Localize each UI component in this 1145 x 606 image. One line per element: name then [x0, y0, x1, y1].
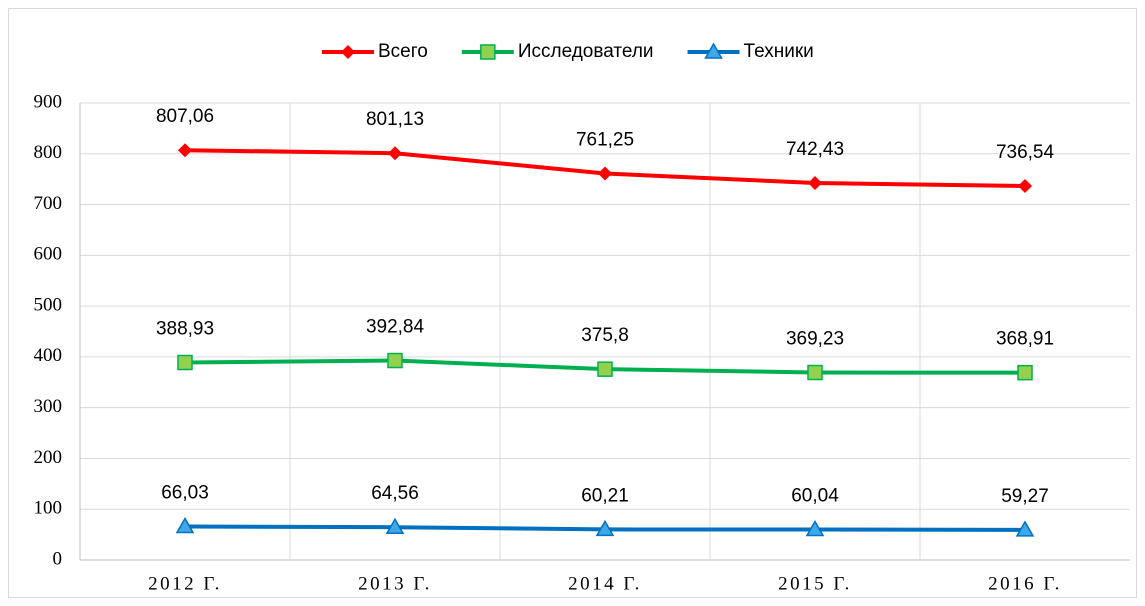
marker — [1017, 364, 1033, 381]
marker — [480, 44, 496, 60]
legend-label: Всего — [378, 41, 428, 62]
y-tick-label: 900 — [34, 91, 63, 112]
x-tick-label: 2014 Г. — [568, 573, 642, 594]
marker — [595, 519, 615, 537]
data-label: 388,93 — [156, 319, 214, 340]
x-tick-label: 2016 Г. — [988, 573, 1062, 594]
data-label: 375,8 — [581, 325, 629, 346]
x-tick-label: 2012 Г. — [148, 573, 222, 594]
legend-label: Исследователи — [518, 41, 654, 62]
legend-label: Техники — [744, 41, 814, 62]
y-tick-label: 300 — [34, 396, 63, 417]
marker — [597, 361, 613, 377]
marker — [341, 45, 355, 59]
marker — [178, 143, 192, 158]
marker — [175, 516, 195, 534]
marker — [388, 146, 402, 161]
x-tick-label: 2013 Г. — [358, 573, 432, 594]
marker — [808, 176, 822, 191]
y-tick-label: 500 — [34, 294, 63, 315]
data-label: 368,91 — [996, 329, 1054, 350]
data-label: 736,54 — [996, 142, 1055, 163]
data-label: 369,23 — [786, 329, 844, 350]
marker — [387, 352, 403, 369]
y-tick-label: 100 — [34, 498, 63, 519]
data-label: 59,27 — [1001, 486, 1049, 507]
y-tick-label: 0 — [53, 548, 63, 569]
marker — [704, 42, 723, 59]
data-label: 60,04 — [791, 486, 839, 507]
chart-border — [8, 8, 1137, 598]
y-tick-label: 200 — [34, 447, 63, 468]
data-label: 807,06 — [156, 106, 214, 127]
data-label: 64,56 — [371, 483, 419, 504]
data-label: 742,43 — [786, 139, 844, 160]
data-label: 60,21 — [581, 485, 629, 506]
marker — [177, 354, 193, 371]
y-tick-label: 400 — [34, 345, 63, 366]
data-label: 801,13 — [366, 109, 424, 130]
marker — [807, 364, 823, 381]
data-label: 761,25 — [576, 129, 634, 150]
marker — [598, 166, 612, 181]
marker — [385, 517, 405, 534]
data-label: 66,03 — [161, 482, 209, 503]
legend: Всего Исследователи Техники — [322, 41, 814, 62]
data-label: 392,84 — [366, 317, 425, 338]
x-tick-label: 2015 Г. — [778, 573, 852, 594]
y-tick-label: 700 — [34, 193, 63, 214]
marker — [1015, 520, 1035, 537]
y-tick-label: 600 — [34, 244, 63, 265]
marker — [1018, 179, 1032, 194]
marker — [805, 520, 825, 537]
y-tick-label: 800 — [34, 142, 63, 163]
